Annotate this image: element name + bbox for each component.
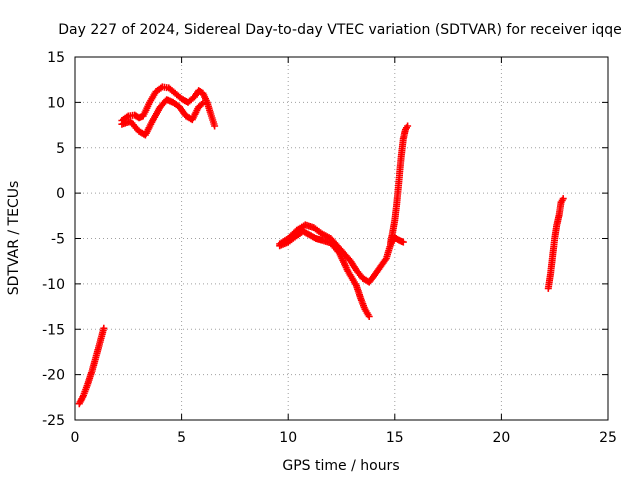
y-tick-label: -10 [42, 277, 65, 293]
y-tick-label: -25 [42, 413, 65, 429]
series-segment-2-upper [118, 83, 219, 130]
data-point-markers [118, 96, 207, 139]
data-point-markers [544, 195, 567, 292]
y-tick-labels: -25 -20 -15 -10 -5 0 5 10 15 [42, 50, 65, 429]
x-tick-labels: 0 5 10 15 20 25 [71, 430, 617, 446]
y-tick-label: -5 [51, 232, 65, 248]
series-segment-1 [75, 324, 108, 408]
x-axis-title: GPS time / hours [282, 458, 399, 474]
data-point-markers [75, 324, 108, 408]
x-tick-label: 5 [177, 430, 186, 446]
y-tick-label: 15 [47, 50, 65, 66]
series-segment-3-lower [276, 227, 373, 320]
data-point-markers [118, 83, 219, 130]
y-tick-label: -15 [42, 322, 65, 338]
y-tick-label: 0 [56, 186, 65, 202]
data-point-markers [387, 122, 412, 247]
x-tick-label: 25 [599, 430, 617, 446]
series-segment-4 [544, 195, 567, 292]
y-tick-label: -20 [42, 368, 65, 384]
series-segment-3-rise [387, 122, 412, 247]
x-tick-label: 10 [279, 430, 297, 446]
chart-title: Day 227 of 2024, Sidereal Day-to-day VTE… [58, 22, 622, 38]
y-tick-label: 10 [47, 95, 65, 111]
y-axis-title: SDTVAR / TECUs [6, 181, 22, 296]
x-tick-label: 20 [492, 430, 510, 446]
data-point-markers [276, 227, 373, 320]
x-tick-label: 0 [71, 430, 80, 446]
series-segment-2-lower [118, 96, 207, 139]
x-tick-label: 15 [386, 430, 404, 446]
y-tick-label: 5 [56, 141, 65, 157]
plot-area-frame [74, 56, 609, 421]
data-series [75, 83, 567, 408]
